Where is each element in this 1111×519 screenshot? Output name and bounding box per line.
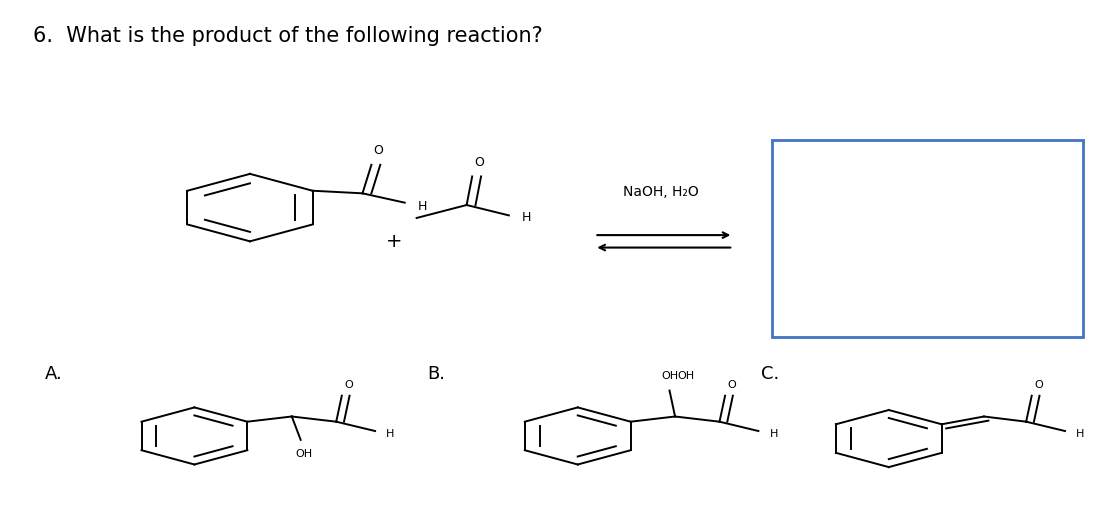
Text: H: H	[522, 211, 531, 225]
Bar	[772, 140, 1083, 337]
Text: H: H	[1077, 429, 1084, 439]
Text: 6.  What is the product of the following reaction?: 6. What is the product of the following …	[33, 26, 543, 46]
Text: +: +	[387, 232, 402, 251]
Text: C.: C.	[761, 365, 779, 383]
Text: H: H	[387, 429, 394, 439]
Text: B.: B.	[428, 365, 446, 383]
Text: OH: OH	[678, 371, 694, 381]
Text: OH: OH	[661, 371, 678, 381]
Text: NaOH, H₂O: NaOH, H₂O	[623, 185, 699, 199]
Text: H: H	[770, 429, 778, 439]
Text: O: O	[1034, 379, 1043, 389]
Text: OH: OH	[296, 449, 312, 459]
Text: A.: A.	[44, 365, 62, 383]
Text: O: O	[728, 379, 737, 389]
Text: O: O	[474, 156, 483, 169]
Text: O: O	[344, 379, 353, 389]
Text: H: H	[418, 200, 428, 213]
Text: O: O	[373, 144, 383, 157]
